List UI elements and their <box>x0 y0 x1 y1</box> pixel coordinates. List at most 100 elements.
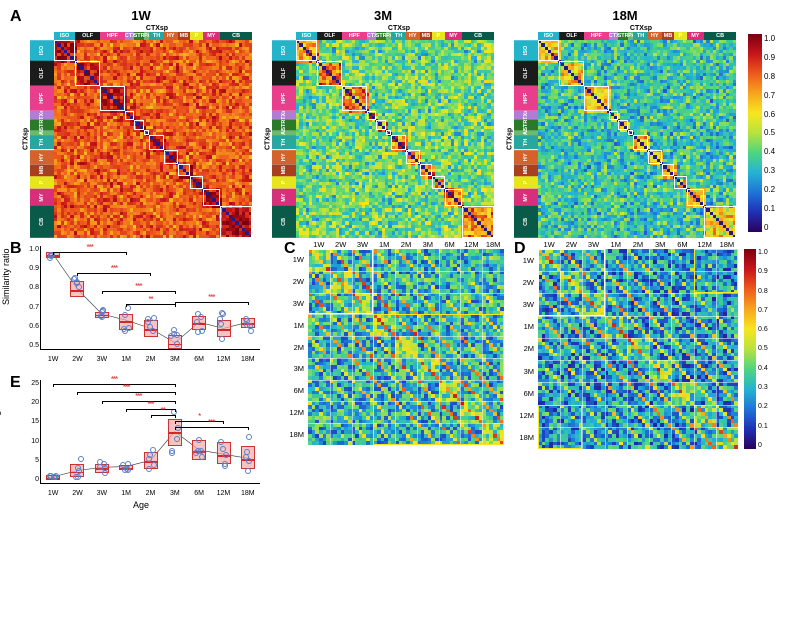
colorbar-tick: 0.1 <box>758 423 768 430</box>
region-strip-top: ISOOLFHPFCTXspSTRPALTHHYMBPMYCB <box>538 32 736 40</box>
data-point <box>220 446 226 452</box>
data-point <box>146 456 152 462</box>
age-label: 3W <box>352 240 374 249</box>
ctxsp-label-top: CTXsp <box>538 25 744 32</box>
region-tab-left-cb: CB <box>30 206 54 238</box>
colorbar-tick: 0.8 <box>758 288 768 295</box>
box-18M <box>241 318 255 328</box>
colorbar-d: 1.00.90.80.70.60.50.40.30.20.10 <box>744 249 756 449</box>
xtick: 6M <box>187 356 211 363</box>
age-labels-top: 1W2W3W1M2M3M6M12M18M <box>308 240 504 249</box>
age-label: 1M <box>373 240 395 249</box>
region-tab-cb: CB <box>220 32 252 40</box>
age-label: 2M <box>395 240 417 249</box>
region-tab-p: P <box>190 32 202 40</box>
age-label: 6M <box>439 240 461 249</box>
data-point <box>219 310 225 316</box>
region-strip-left: ISOOLFHPFCTXspSTRPALTHHYMBPMYCB <box>272 40 296 238</box>
box-2M <box>144 320 158 336</box>
xtick: 2W <box>65 490 89 497</box>
region-tab-p: P <box>432 32 444 40</box>
sig-bar: *** <box>102 401 175 402</box>
data-point <box>219 336 225 342</box>
data-point <box>99 314 105 320</box>
age-label-left: 1M <box>282 314 306 336</box>
age-label-left: 3W <box>282 293 306 315</box>
age-label: 12M <box>694 240 716 249</box>
sig-stars: * <box>198 412 200 421</box>
region-tab-my: MY <box>203 32 221 40</box>
box-12M <box>217 320 231 336</box>
colorbar-tick: 0 <box>758 442 768 449</box>
panel-be-col: B Similarity ratio 1.00.90.80.70.60.5 1W… <box>8 240 274 510</box>
small-worldness-plot: Average small worldness 2520151050 1W2W3… <box>8 374 266 504</box>
xtick: 1W <box>41 356 65 363</box>
box-3W <box>95 464 109 472</box>
heatmap-1w: 1WCTXspISOOLFHPFCTXspSTRPALTHHYMBPMYCBCT… <box>22 8 260 238</box>
region-tab-olf: OLF <box>75 32 100 40</box>
age-label: 1W <box>538 240 560 249</box>
age-label-left: 1M <box>512 316 536 338</box>
xtick: 1M <box>114 356 138 363</box>
plot-b-ylabel: Similarity ratio <box>1 248 11 305</box>
age-label: 6M <box>671 240 693 249</box>
data-point <box>97 459 103 465</box>
figure-root: A 1WCTXspISOOLFHPFCTXspSTRPALTHHYMBPMYCB… <box>8 8 792 510</box>
age-label-left: 12M <box>512 405 536 427</box>
age-label: 3M <box>417 240 439 249</box>
region-tab-left-mb: MB <box>514 164 538 176</box>
region-tab-my: MY <box>687 32 705 40</box>
age-label: 3W <box>582 240 604 249</box>
age-label: 2M <box>627 240 649 249</box>
region-tab-hpf: HPF <box>100 32 125 40</box>
region-tab-left-str: STR <box>272 120 296 131</box>
data-point <box>78 456 84 462</box>
region-tab-iso: ISO <box>296 32 317 40</box>
plot-e-ylabel: Average small worldness <box>0 339 1 439</box>
sig-bar: *** <box>175 427 248 428</box>
data-point <box>100 308 106 314</box>
data-point <box>122 312 128 318</box>
region-tab-left-mb: MB <box>272 164 296 176</box>
colorbar-tick: 0.3 <box>758 384 768 391</box>
xtick: 12M <box>211 356 235 363</box>
region-strip-left: ISOOLFHPFCTXspSTRPALTHHYMBPMYCB <box>514 40 538 238</box>
region-tab-cb: CB <box>704 32 736 40</box>
region-tab-iso: ISO <box>54 32 75 40</box>
colorbar-tick: 0.6 <box>758 326 768 333</box>
colorbar-tick: 0 <box>764 223 775 232</box>
ctxsp-label-top: CTXsp <box>296 25 502 32</box>
box-2M <box>144 452 158 468</box>
sig-stars: *** <box>86 243 92 252</box>
sig-bar: *** <box>53 384 175 385</box>
ctxsp-label-left: CTXsp <box>506 40 514 238</box>
age-label-left: 3M <box>282 358 306 380</box>
heat-cells <box>296 40 494 238</box>
region-tab-hy: HY <box>406 32 420 40</box>
ytick: 25 <box>19 380 39 387</box>
region-tab-mb: MB <box>178 32 190 40</box>
age-label-left: 1W <box>282 249 306 271</box>
colorbar-tick: 0.2 <box>764 185 775 194</box>
data-point <box>171 327 177 333</box>
region-tab-left-hy: HY <box>514 150 538 164</box>
region-strip-left: ISOOLFHPFCTXspSTRPALTHHYMBPMYCB <box>30 40 54 238</box>
data-point <box>121 326 127 332</box>
region-tab-left-hpf: HPF <box>514 86 538 111</box>
region-tab-left-p: P <box>514 176 538 188</box>
panel-c: C 1W2W3W1M2M3M6M12M18M1W2W3W1M2M3M6M12M1… <box>282 240 508 510</box>
sig-stars: ** <box>148 295 152 304</box>
ytick: 0.6 <box>19 323 39 330</box>
region-tab-hpf: HPF <box>584 32 609 40</box>
heat-cells <box>538 40 736 238</box>
xtick: 3W <box>90 490 114 497</box>
sig-stars: *** <box>208 418 214 427</box>
colorbar-tick: 0.5 <box>764 128 775 137</box>
heatmap-title: 3M <box>264 8 502 23</box>
age-labels-left: 1W2W3W1M2M3M6M12M18M <box>282 249 306 445</box>
age-label: 18M <box>482 240 504 249</box>
xtick: 18M <box>236 490 260 497</box>
data-point <box>174 332 180 338</box>
data-point <box>145 319 151 325</box>
colorbar-tick: 0.7 <box>764 91 775 100</box>
